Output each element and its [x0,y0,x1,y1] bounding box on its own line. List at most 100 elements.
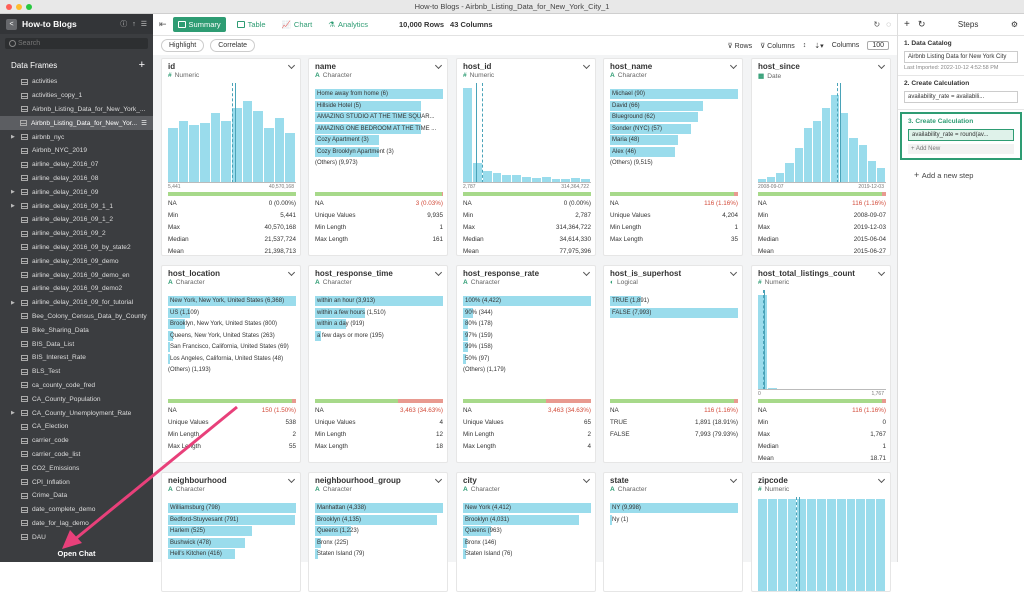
chevron-down-icon[interactable] [434,268,443,277]
histogram-bar[interactable] [221,121,232,183]
tab-chart[interactable]: 📈 Chart [277,17,318,32]
data-frame-item[interactable]: BIS_Data_List [0,337,153,351]
category-bar[interactable]: NY (9,998) [610,503,738,513]
data-frame-item[interactable]: carrier_code [0,434,153,448]
expand-caret-icon[interactable]: ▶ [11,299,15,306]
data-frame-item[interactable]: ▶ CA_County_Unemployment_Rate [0,406,153,420]
histogram-bar[interactable] [777,499,788,591]
histogram-bar[interactable] [758,499,768,591]
histogram-bar[interactable] [200,123,211,183]
tab-table[interactable]: Table [232,17,271,32]
category-bar[interactable]: Maria (48) [610,135,678,145]
histogram-bar[interactable] [849,138,859,183]
columns-count-input[interactable]: 100 [867,41,889,50]
histogram-bar[interactable] [776,173,786,183]
category-bar[interactable]: a few days or more (195) [315,330,384,341]
data-frame-item[interactable]: Airbnb_Listing_Data_for_New_Yor... ☰ [0,116,153,131]
category-bar[interactable]: Queens, New York, United States (263) [168,330,275,341]
back-button[interactable]: < [6,18,17,30]
expand-caret-icon[interactable]: ▶ [11,410,15,417]
chevron-down-icon[interactable] [434,475,443,484]
data-frame-item[interactable]: ▶ airline_delay_2016_09_for_tutorial [0,296,153,310]
column-card[interactable]: host_since ▦ Date 2008-09-07 2019-12-03 NA 116… [751,58,891,256]
histogram-bar[interactable] [463,88,473,183]
category-bar[interactable]: New York (4,412) [463,503,591,513]
step-detail[interactable]: availability_rate = round(av... [908,129,1014,141]
histogram-bar[interactable] [876,499,886,591]
collapse-sidebar-icon[interactable]: ⇤ [159,19,167,29]
add-step-icon[interactable]: + [904,19,910,30]
category-bar[interactable]: 97% (159) [463,330,493,341]
histogram-bar[interactable] [807,499,818,591]
column-card[interactable]: host_total_listings_count # Numeric 0 1,767 N… [751,265,891,463]
chevron-down-icon[interactable] [582,61,591,70]
category-bar[interactable]: Cozy Brooklyn Apartment (3) [315,146,394,157]
column-card[interactable]: state A Character NY (9,998) Ny (1) [603,472,743,592]
data-frame-item[interactable]: airline_delay_2016_09_by_state2 [0,241,153,255]
chevron-down-icon[interactable] [729,61,738,70]
step-item[interactable]: 2. Create Calculation availability_rate =… [898,76,1024,110]
category-bar[interactable]: TRUE (1,891) [610,296,649,306]
data-frame-item[interactable]: airline_delay_2016_09_demo [0,254,153,268]
data-frame-item[interactable]: BLS_Test [0,365,153,379]
category-bar[interactable]: AMAZING ONE BEDROOM AT THE TIME ... [315,123,436,134]
histogram-bar[interactable] [512,175,523,183]
data-frame-item[interactable]: Airbnb_Listing_Data_for_New_York_... [0,103,153,117]
data-frame-item[interactable]: BIS_Interest_Rate [0,351,153,365]
category-bar[interactable]: 50% (97) [463,353,489,364]
category-bar[interactable]: 80% (178) [463,319,493,329]
category-bar[interactable]: 100% (4,422) [463,296,591,306]
data-frame-item[interactable]: Bike_Sharing_Data [0,323,153,337]
data-frame-item[interactable]: ▶ airline_delay_2016_09 [0,185,153,199]
chevron-down-icon[interactable] [877,475,886,484]
histogram-bar[interactable] [522,177,532,183]
chevron-down-icon[interactable] [877,268,886,277]
chevron-down-icon[interactable] [729,475,738,484]
category-bar[interactable]: Queens (1,223) [315,526,359,536]
data-frame-item[interactable]: date_complete_demo [0,503,153,517]
category-bar[interactable]: Michael (90) [610,89,738,99]
histogram-bar[interactable] [856,499,867,591]
column-card[interactable]: host_location A Character New York, New Yor… [161,265,301,463]
histogram-bar[interactable] [758,179,768,183]
data-frame-item[interactable]: Crime_Data [0,489,153,503]
histogram-bar[interactable] [794,148,804,183]
category-bar[interactable]: Hillside Hotel (5) [315,100,422,111]
histogram-bar[interactable] [836,499,847,591]
category-bar[interactable]: Staten Island (79) [315,549,364,559]
tab-analytics[interactable]: ⚗ Analytics [323,17,373,32]
category-bar[interactable]: Brooklyn (4,031) [463,514,580,525]
data-frame-item[interactable]: airline_delay_2016_09_demo_en [0,268,153,282]
histogram-bar[interactable] [531,178,542,183]
add-data-frame-icon[interactable]: + [138,59,145,71]
column-card[interactable]: name A Character Home away from home (6) Hil… [308,58,448,256]
category-bar[interactable]: Ny (1) [610,514,628,525]
step-item[interactable]: 1. Data Catalog Airbnb Listing Data for N… [898,36,1024,76]
histogram-bar[interactable] [571,178,582,183]
sidebar-search-input[interactable]: Search [5,38,148,49]
menu-icon[interactable]: ☰ [140,21,147,28]
histogram-bar[interactable] [797,499,808,591]
histogram-bar[interactable] [803,128,813,183]
histogram-bar[interactable] [210,113,222,183]
category-bar[interactable]: Bronx (225) [315,537,348,548]
add-new-step-button[interactable]: + Add a new step [898,162,1024,188]
category-bar[interactable]: US (1,109) [168,307,199,318]
category-bar[interactable]: Los Angeles, California, United States (… [168,353,283,364]
histogram-bar[interactable] [264,128,275,183]
chevron-down-icon[interactable] [287,475,296,484]
data-frame-item[interactable]: activities [0,75,153,89]
column-card[interactable]: host_is_superhost ◐ Logical TRUE (1,891) FAL… [603,265,743,463]
histogram-bar[interactable] [817,499,827,591]
row-menu-icon[interactable]: ☰ [141,120,147,128]
data-frame-item[interactable]: CPI_Inflation [0,475,153,489]
histogram-bar[interactable] [502,175,513,183]
step-item[interactable]: 3. Create Calculation availability_rate =… [900,112,1022,160]
data-frame-item[interactable]: airline_delay_2016_09_2 [0,227,153,241]
category-bar[interactable]: Bedford-Stuyvesant (791) [168,514,295,525]
data-frame-item[interactable]: CA_Election [0,420,153,434]
chevron-down-icon[interactable] [877,61,886,70]
category-bar[interactable]: FALSE (7,993) [610,307,738,318]
category-bar[interactable]: Alex (46) [610,146,676,157]
histogram-bar[interactable] [867,161,877,183]
